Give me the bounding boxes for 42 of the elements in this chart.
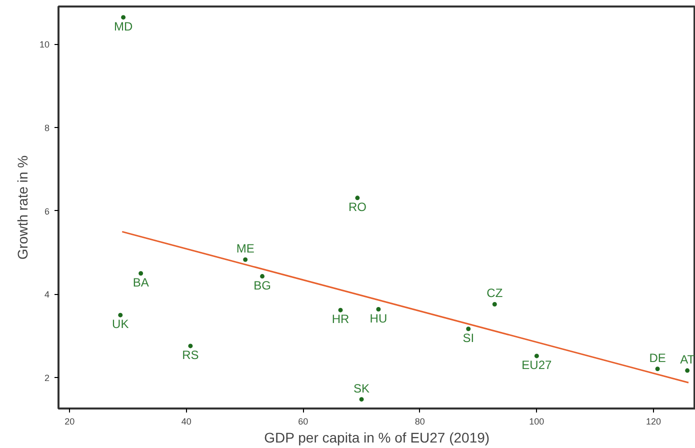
x-tick-label: 120 (646, 416, 661, 426)
data-label: ME (236, 242, 254, 256)
y-tick-label: 2 (44, 373, 50, 384)
data-label: HR (332, 312, 350, 326)
point (492, 302, 497, 306)
x-tick-label: 40 (181, 416, 192, 426)
point (685, 368, 690, 373)
y-tick-label: 6 (44, 206, 50, 216)
point (121, 15, 126, 20)
data-label: HU (370, 311, 388, 326)
point (188, 344, 193, 348)
point (534, 354, 539, 358)
data-label: SI (462, 330, 474, 345)
point (138, 271, 144, 276)
data-label: MD (114, 19, 133, 34)
x-tick-label: 80 (414, 416, 425, 426)
point (260, 274, 265, 279)
data-label: EU27 (522, 358, 552, 372)
data-label: BG (254, 278, 271, 292)
data-label: RS (182, 348, 199, 362)
data-label: RO (348, 200, 366, 214)
x-tick-label: 20 (64, 416, 75, 426)
point (655, 366, 660, 372)
point (118, 312, 123, 318)
x-axis-title: GDP per capita in % of EU27 (2019) (264, 430, 490, 446)
data-label: BA (132, 275, 149, 290)
data-label: DE (649, 350, 666, 365)
data-label: UK (112, 317, 129, 332)
y-tick-label: 10 (39, 40, 50, 50)
data-label: CZ (486, 286, 503, 300)
point (466, 326, 471, 332)
x-tick-label: 60 (298, 416, 308, 426)
x-tick-label: 100 (529, 416, 544, 426)
point (376, 307, 381, 312)
y-tick-label: 8 (44, 122, 50, 133)
data-label: SK (354, 381, 370, 396)
point (243, 257, 248, 262)
point (355, 196, 360, 200)
y-tick-label: 4 (44, 290, 50, 300)
y-axis-title: Growth rate in % (14, 155, 30, 260)
point (338, 308, 343, 312)
point (359, 397, 364, 402)
